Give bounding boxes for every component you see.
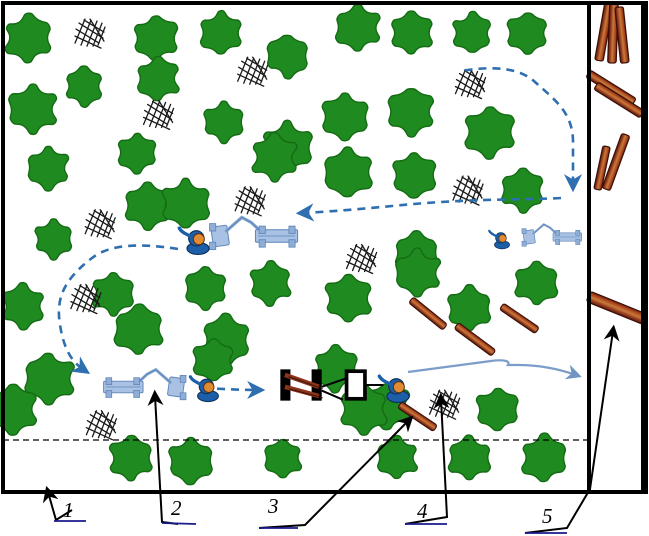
svg-text:3: 3 [267, 494, 279, 518]
svg-text:4: 4 [417, 499, 428, 523]
svg-text:2: 2 [171, 496, 182, 520]
svg-text:5: 5 [542, 504, 553, 528]
svg-text:1: 1 [63, 498, 74, 522]
